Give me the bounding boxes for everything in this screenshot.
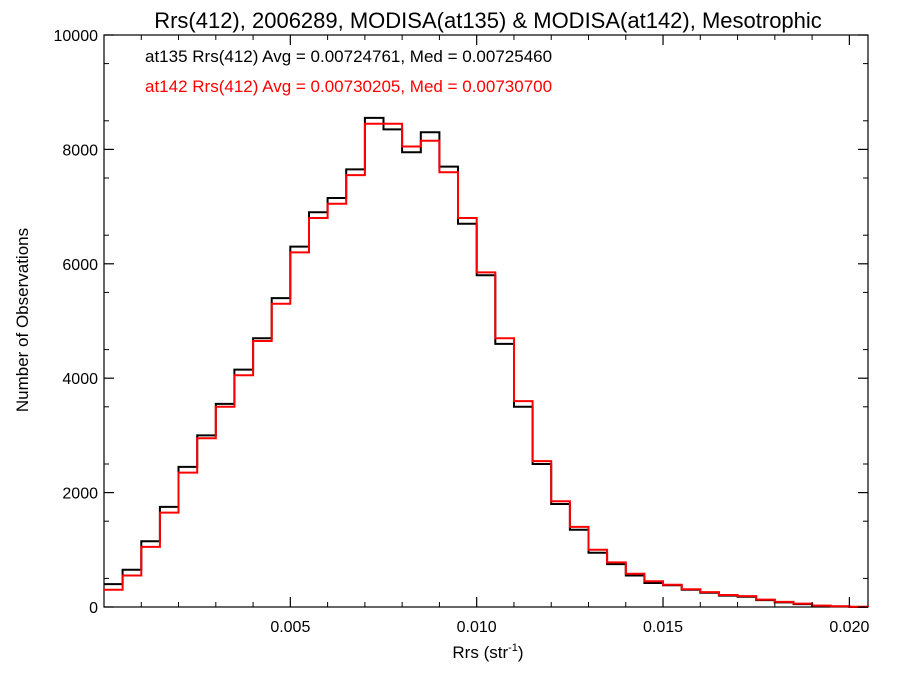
x-tick-label: 0.015 — [643, 619, 683, 636]
y-tick-label: 2000 — [62, 486, 98, 503]
x-tick-label: 0.020 — [829, 619, 869, 636]
series-line-1 — [104, 122, 869, 608]
x-axis-label-main: Rrs (str — [452, 643, 508, 662]
y-tick-label: 0 — [89, 600, 98, 617]
y-tick-label: 10000 — [54, 28, 99, 45]
x-axis-label-superscript: -1 — [508, 642, 518, 654]
x-axis-label: Rrs (str-1) — [452, 642, 523, 662]
series-layer — [104, 116, 869, 608]
y-axis-label: Number of Observations — [13, 228, 32, 412]
y-tick-label: 8000 — [62, 142, 98, 159]
annotation-at135: at135 Rrs(412) Avg = 0.00724761, Med = 0… — [145, 47, 552, 66]
plot-frame — [103, 34, 869, 608]
x-axis-label-close: ) — [518, 643, 524, 662]
chart-title: Rrs(412), 2006289, MODISA(at135) & MODIS… — [154, 8, 822, 33]
plot-area — [103, 34, 869, 608]
x-tick-label: 0.005 — [270, 619, 310, 636]
series-line-0 — [104, 116, 868, 608]
axes-layer: 0.005 0.010 0.015 0.020 0 2000 4000 6000 8000 100… — [54, 28, 870, 636]
y-tick-label: 4000 — [62, 371, 98, 388]
y-tick-label: 6000 — [62, 257, 98, 274]
x-tick-label: 0.010 — [457, 619, 497, 636]
annotation-at142: at142 Rrs(412) Avg = 0.00730205, Med = 0… — [145, 77, 552, 96]
